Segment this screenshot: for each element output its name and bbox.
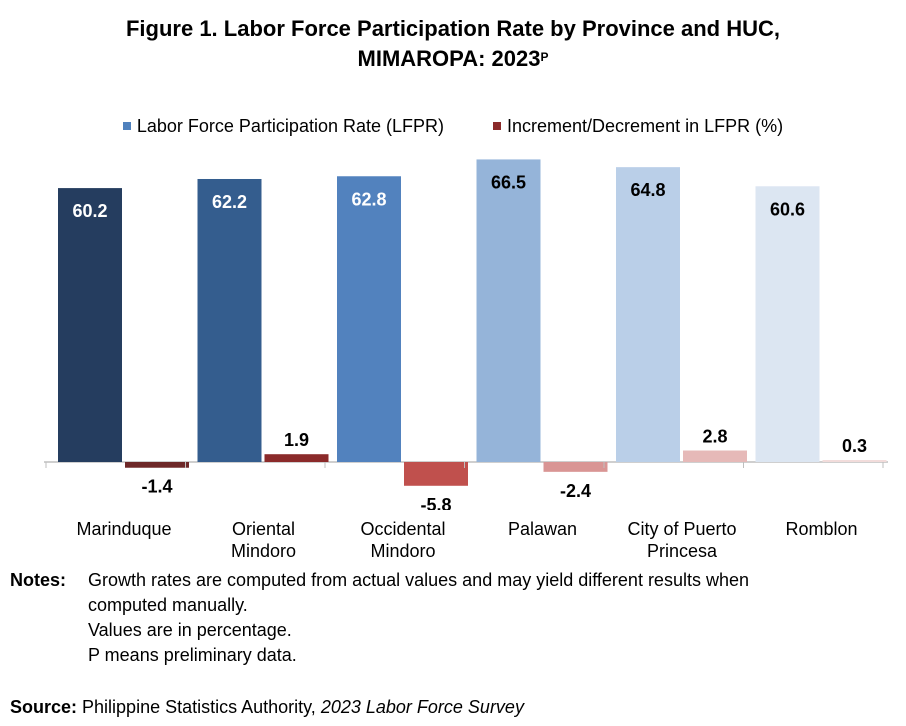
- category-label: Occidental Mindoro: [333, 518, 473, 562]
- category-label-line: Romblon: [785, 519, 858, 539]
- chart-title-superscript: P: [540, 50, 549, 64]
- category-label: Marinduque: [54, 518, 194, 540]
- bar-change: [404, 462, 468, 486]
- data-label-change: 1.9: [284, 430, 309, 450]
- bar-lfpr: [476, 159, 541, 463]
- legend-item-lfpr: Labor Force Participation Rate (LFPR): [122, 116, 444, 137]
- notes-line: P means preliminary data.: [88, 645, 297, 665]
- data-label-change: 2.8: [702, 427, 727, 447]
- chart-title-line2-text: MIMAROPA: 2023: [357, 46, 541, 71]
- bar-lfpr: [337, 176, 401, 462]
- bar-change: [683, 450, 747, 462]
- data-label-lfpr: 62.2: [212, 192, 247, 212]
- bar-lfpr: [616, 167, 680, 462]
- category-label-line: Princesa: [646, 541, 718, 561]
- notes-line: Values are in percentage.: [88, 620, 292, 640]
- data-label-lfpr: 60.6: [770, 199, 805, 219]
- bar-change: [543, 462, 608, 472]
- source-line: Source: Philippine Statistics Authority,…: [10, 697, 524, 718]
- data-label-lfpr: 62.8: [351, 189, 386, 209]
- legend-item-change: Increment/Decrement in LFPR (%): [493, 116, 783, 137]
- legend-swatch-lfpr: [122, 122, 131, 131]
- category-label: Palawan: [473, 518, 613, 540]
- category-label-line: Palawan: [507, 519, 578, 539]
- data-label-lfpr: 64.8: [630, 180, 665, 200]
- chart-plot: 60.2 -1.4 62.2 1.9 62.8 -5.8 66.5 -2.4 64.8 2.8 60…: [44, 159, 888, 510]
- legend-label-lfpr: Labor Force Participation Rate (LFPR): [136, 116, 444, 136]
- data-label-change: -5.8: [420, 495, 451, 510]
- notes-body: Growth rates are computed from actual va…: [88, 568, 868, 668]
- category-label: City of Puerto Princesa: [612, 518, 752, 562]
- data-label-change: -1.4: [141, 477, 172, 497]
- bar-lfpr: [58, 188, 122, 462]
- chart-title-line2: MIMAROPA: 2023P: [0, 44, 906, 74]
- notes-line: computed manually.: [88, 595, 248, 615]
- category-label-line: Oriental: [231, 519, 296, 539]
- category-label-line: Occidental: [360, 519, 446, 539]
- source-title: 2023 Labor Force Survey: [320, 697, 524, 717]
- category-label-line: Mindoro: [370, 541, 436, 561]
- data-label-change: -2.4: [560, 481, 591, 501]
- source-text: Philippine Statistics Authority,: [77, 697, 321, 717]
- data-label-change: 0.3: [842, 436, 867, 456]
- category-label: Oriental Mindoro: [194, 518, 334, 562]
- category-label-line: Marinduque: [76, 519, 172, 539]
- category-label-line: City of Puerto: [627, 519, 737, 539]
- notes-heading: Notes:: [10, 570, 67, 590]
- legend-swatch-change: [493, 122, 502, 131]
- bar-lfpr: [197, 178, 262, 463]
- data-label-lfpr: 60.2: [72, 201, 107, 221]
- bar-change: [264, 454, 329, 462]
- source-heading: Source:: [10, 697, 78, 717]
- bar-change: [822, 460, 887, 462]
- legend-label-change: Increment/Decrement in LFPR (%): [507, 116, 784, 136]
- data-label-lfpr: 66.5: [491, 172, 526, 192]
- bar-lfpr: [755, 186, 820, 462]
- category-label: Romblon: [752, 518, 892, 540]
- chart-title-line1: Figure 1. Labor Force Participation Rate…: [125, 16, 781, 41]
- category-label-line: Mindoro: [230, 541, 297, 561]
- bar-change: [125, 462, 189, 468]
- notes-line: Growth rates are computed from actual va…: [88, 570, 749, 590]
- chart-legend: Labor Force Participation Rate (LFPR) In…: [0, 116, 906, 137]
- chart-title: Figure 1. Labor Force Participation Rate…: [0, 14, 906, 74]
